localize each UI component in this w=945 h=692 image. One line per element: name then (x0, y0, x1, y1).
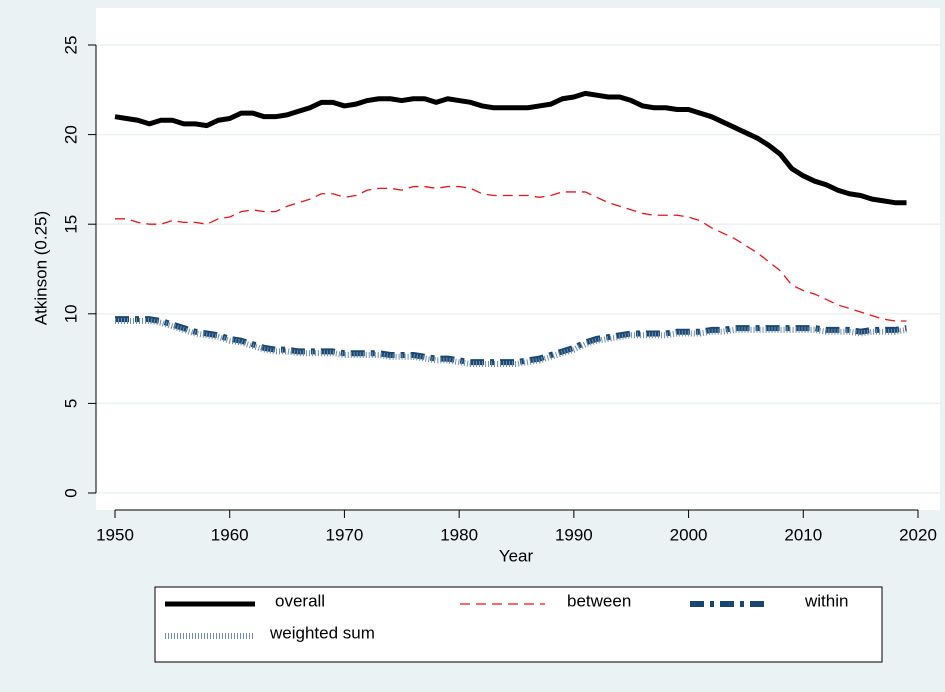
series-line (115, 317, 907, 367)
x-tick-label: 1990 (555, 525, 593, 544)
x-tick-label: 2000 (670, 525, 708, 544)
legend-label: between (567, 591, 631, 610)
y-tick-label: 20 (61, 125, 80, 144)
legend-label: weighted sum (269, 623, 375, 642)
x-tick-label: 2020 (899, 525, 937, 544)
x-tick-label: 1980 (440, 525, 478, 544)
series-line (114, 90, 907, 206)
y-tick-label: 25 (61, 36, 80, 55)
legend-label: overall (275, 591, 325, 610)
x-tick-label: 2010 (784, 525, 822, 544)
series-line (115, 185, 907, 322)
y-tick-label: 10 (61, 304, 80, 323)
x-tick-label: 1950 (96, 525, 134, 544)
y-tick-label: 15 (61, 215, 80, 234)
legend-label: within (804, 591, 848, 610)
x-tick-label: 1970 (326, 525, 364, 544)
y-axis-label: Atkinson (0.25) (31, 211, 50, 325)
y-tick-label: 0 (61, 488, 80, 497)
x-axis-label: Year (499, 546, 534, 565)
plot-area (96, 8, 940, 510)
legend-box (154, 586, 883, 663)
y-tick-label: 5 (61, 399, 80, 408)
x-tick-label: 1960 (211, 525, 249, 544)
